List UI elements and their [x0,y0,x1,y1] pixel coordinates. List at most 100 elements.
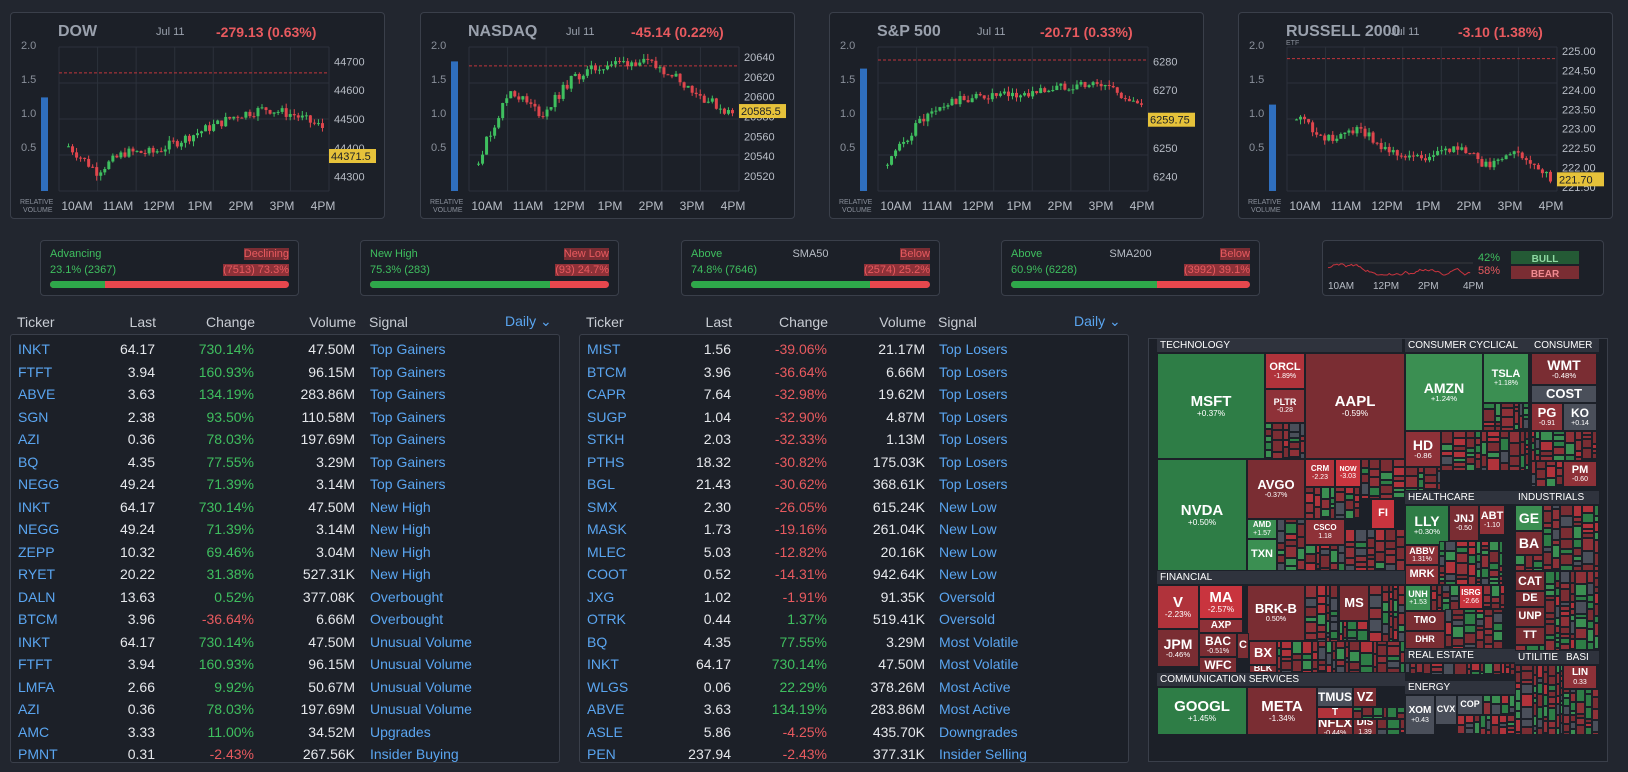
heatmap-tile[interactable] [1500,431,1509,438]
heatmap-tile[interactable] [1525,465,1529,470]
heatmap-tile[interactable] [1535,439,1540,449]
heatmap-tile[interactable] [1297,548,1305,560]
heatmap-tile[interactable] [1481,467,1487,471]
heatmap-tile[interactable] [1487,437,1500,442]
index-chart-0[interactable]: DOW Jul 11 -279.13 (0.63%) 2.0 1.5 1.0 0.5 RELA… [10,12,385,219]
heatmap-tile[interactable] [1493,623,1503,631]
heatmap-tile[interactable] [1582,513,1594,523]
heatmap-tile[interactable] [1343,627,1347,638]
heatmap-tile[interactable] [1289,432,1300,438]
heatmap-tile[interactable] [1373,654,1377,667]
heatmap-tile[interactable] [1533,568,1543,571]
heatmap-tile[interactable] [1318,665,1326,671]
heatmap-tile[interactable] [1543,552,1552,565]
heatmap-tile[interactable] [1582,439,1592,448]
heatmap-tile[interactable] [1377,641,1387,645]
heatmap-tile[interactable] [1326,653,1332,665]
heatmap-tile[interactable] [1570,602,1575,609]
heatmap-tile[interactable] [1474,715,1480,722]
heatmap-tile[interactable] [1431,667,1443,672]
heatmap-tile[interactable] [1349,641,1360,651]
heatmap-tile[interactable] [1548,708,1556,721]
heatmap-tile[interactable] [1523,403,1529,408]
heatmap-tile[interactable] [1398,625,1405,632]
heatmap-tile[interactable] [1491,715,1499,725]
heatmap-tile[interactable]: MS [1339,585,1369,621]
heatmap-tile[interactable] [1465,723,1474,728]
heatmap-tile[interactable] [1540,441,1553,451]
heatmap-tile[interactable] [1437,483,1441,490]
heatmap-tile[interactable] [1272,452,1283,459]
heatmap-tile[interactable] [1587,609,1594,621]
heatmap-tile[interactable] [1437,595,1442,608]
table-row[interactable]: DALN 13.63 0.52% 377.08K Overbought [11,585,559,608]
heatmap-tile[interactable] [1587,583,1594,595]
heatmap-tile[interactable] [1585,707,1592,719]
heatmap-tile[interactable] [1536,461,1546,469]
heatmap-tile[interactable]: JPM -0.46% [1157,629,1199,667]
table-row[interactable]: STKH 2.03 -32.33% 1.13M Top Losers [580,427,1128,450]
heatmap-tile[interactable] [1521,665,1533,671]
heatmap-tile[interactable] [1487,442,1500,452]
heatmap-tile[interactable] [1501,417,1514,427]
heatmap-tile[interactable] [1537,728,1543,735]
heatmap-tile[interactable] [1560,634,1570,638]
heatmap-tile[interactable] [1587,629,1594,642]
heatmap-tile[interactable] [1543,534,1552,547]
heatmap-tile[interactable] [1500,451,1509,463]
heatmap-tile[interactable] [1570,693,1576,702]
heatmap-tile[interactable] [1396,537,1405,547]
heatmap-tile[interactable] [1397,707,1405,713]
heatmap-tile[interactable] [1393,467,1405,476]
heatmap-tile[interactable] [1332,651,1336,660]
heatmap-tile[interactable]: AXP [1199,619,1243,633]
heatmap-tile[interactable] [1445,541,1456,551]
table-row[interactable]: MLEC 5.03 -12.82% 20.16K New Low [580,540,1128,563]
heatmap-tile[interactable] [1575,584,1587,596]
ticker-link[interactable]: INKT [18,633,50,650]
heatmap-tile[interactable] [1383,707,1387,718]
heatmap-tile[interactable] [1377,719,1387,729]
heatmap-tile[interactable] [1560,539,1573,549]
heatmap-tile[interactable] [1468,555,1476,564]
heatmap-tile[interactable] [1507,730,1515,734]
heatmap-tile[interactable] [1277,563,1285,571]
breadth-3[interactable]: Above SMA200 Below 60.9% (6228) (3992) 39.1% [1001,240,1260,296]
heatmap-tile[interactable] [1594,604,1599,616]
heatmap-tile[interactable]: JNJ -0.50 [1449,505,1479,541]
heatmap-tile[interactable] [1382,602,1389,612]
heatmap-tile[interactable] [1556,461,1563,468]
heatmap-tile[interactable] [1570,715,1576,722]
heatmap-tile[interactable] [1302,660,1312,670]
heatmap-tile[interactable] [1484,663,1493,674]
heatmap-tile[interactable] [1453,431,1466,438]
heatmap-tile[interactable]: AMZN +1.24% [1405,353,1483,431]
heatmap-tile[interactable] [1277,519,1285,531]
heatmap-tile[interactable] [1450,596,1459,601]
heatmap-tile[interactable] [1452,626,1464,638]
heatmap-tile[interactable] [1405,467,1418,476]
table-row[interactable]: MIST 1.56 -39.06% 21.17M Top Losers [580,337,1128,360]
ticker-link[interactable]: MLEC [587,543,626,560]
heatmap-tile[interactable] [1486,730,1491,735]
table-row[interactable]: PTHS 18.32 -30.82% 175.03K Top Losers [580,450,1128,473]
heatmap-tile[interactable] [1320,568,1330,571]
heatmap-tile[interactable] [1439,581,1445,585]
heatmap-tile[interactable] [1396,547,1405,560]
heatmap-tile[interactable] [1361,468,1369,474]
table-row[interactable]: AZI 0.36 78.03% 197.69M Unusual Volume [11,697,559,720]
ticker-link[interactable]: SUGP [587,408,627,425]
market-heatmap[interactable]: TECHNOLOGY MSFT +0.37% ORCL -1.89% PLTR -0.28 A… [1148,338,1608,762]
ticker-link[interactable]: SGN [18,408,49,425]
heatmap-tile[interactable] [1483,702,1491,715]
heatmap-tile[interactable] [1570,689,1576,693]
heatmap-tile[interactable] [1283,423,1289,430]
heatmap-tile[interactable] [1535,455,1540,461]
heatmap-tile[interactable] [1375,552,1385,562]
heatmap-tile[interactable] [1466,438,1475,448]
heatmap-tile[interactable] [1445,609,1452,622]
heatmap-tile[interactable] [1382,624,1389,634]
ticker-link[interactable]: PEN [587,746,616,762]
heatmap-tile[interactable] [1468,576,1476,585]
heatmap-tile[interactable] [1424,467,1437,475]
